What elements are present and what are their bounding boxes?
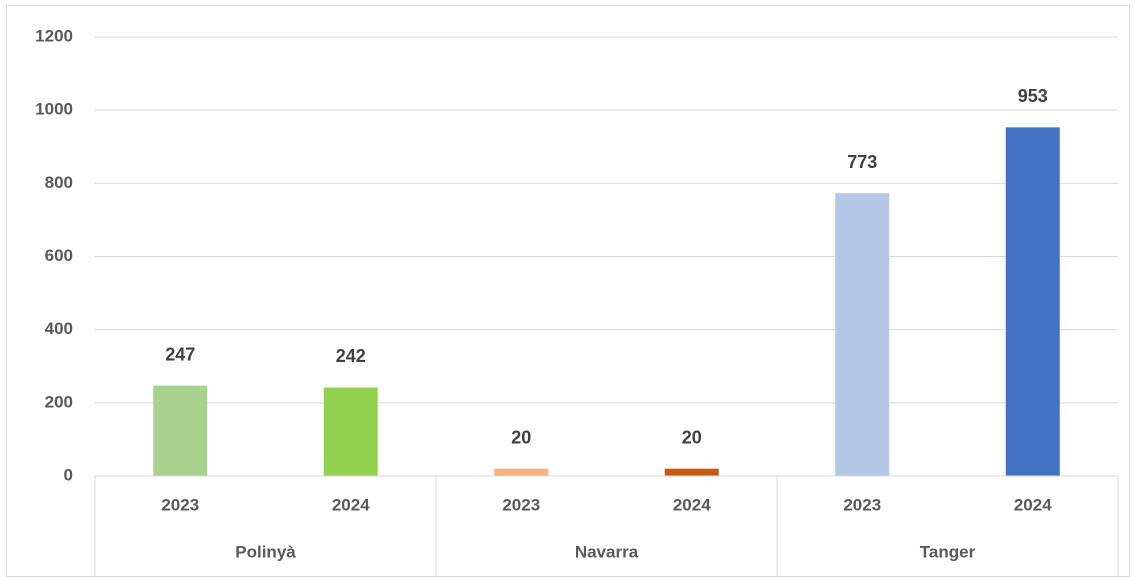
x-tick-label: 2023 [161,495,199,514]
group-label: Navarra [575,542,639,561]
y-tick-label: 800 [45,173,73,192]
data-label: 773 [847,152,877,172]
bar [494,468,549,476]
bar [1005,127,1060,476]
y-tick-label: 1000 [35,100,73,119]
data-label: 242 [336,346,366,366]
y-tick-label: 600 [45,246,73,265]
bar [835,193,890,477]
y-tick-label: 200 [45,392,73,411]
x-tick-label: 2024 [332,495,370,514]
data-label: 953 [1018,86,1048,106]
y-tick-label: 400 [45,319,73,338]
group-label: Tanger [920,542,976,561]
data-label: 247 [165,344,195,364]
x-tick-label: 2023 [502,495,540,514]
bar [323,387,378,476]
bar [664,468,719,476]
y-tick-label: 0 [64,465,73,484]
x-tick-label: 2024 [1014,495,1052,514]
data-label: 20 [682,427,702,447]
x-tick-label: 2023 [843,495,881,514]
y-tick-label: 1200 [35,26,73,45]
group-label: Polinyà [235,542,296,561]
x-tick-label: 2024 [673,495,711,514]
chart-border [6,5,1130,577]
data-label: 20 [511,427,531,447]
bar [153,385,208,476]
